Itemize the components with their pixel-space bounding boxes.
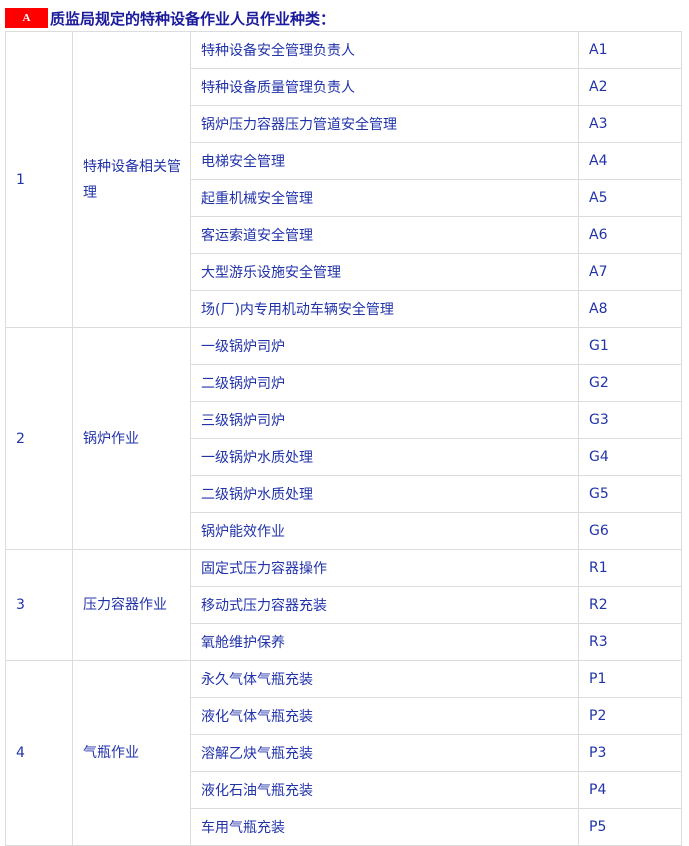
table-row: 锅炉压力容器压力管道安全管理 A3	[6, 105, 682, 143]
item-name: 固定式压力容器操作	[190, 549, 579, 587]
item-code: G5	[578, 475, 682, 513]
item-name: 液化气体气瓶充装	[190, 697, 579, 735]
group-number: 2	[5, 327, 73, 550]
item-name: 车用气瓶充装	[190, 808, 579, 846]
item-code: P3	[578, 734, 682, 772]
table-row: 特种设备质量管理负责人 A2	[6, 68, 682, 106]
section-heading: A 质监局规定的特种设备作业人员作业种类：	[5, 7, 335, 29]
group-number: 3	[5, 549, 73, 661]
item-name: 起重机械安全管理	[190, 179, 579, 217]
item-name: 氧舱维护保养	[190, 623, 579, 661]
table-row: 溶解乙炔气瓶充装 P3	[6, 734, 682, 772]
table-row: 2 锅炉作业 一级锅炉司炉 G1	[5, 327, 682, 550]
table-row: 1 特种设备相关管理 特种设备安全管理负责人 A1	[5, 31, 682, 328]
group-category: 气瓶作业	[72, 660, 191, 846]
group-category: 锅炉作业	[72, 327, 191, 550]
item-name: 电梯安全管理	[190, 142, 579, 180]
item-code: G4	[578, 438, 682, 476]
item-code: G1	[578, 327, 682, 365]
item-code: R1	[578, 549, 682, 587]
item-name: 液化石油气瓶充装	[190, 771, 579, 809]
item-code: P1	[578, 660, 682, 698]
item-code: P4	[578, 771, 682, 809]
table-row: 二级锅炉水质处理 G5	[6, 475, 682, 513]
item-code: R3	[578, 623, 682, 661]
item-name: 客运索道安全管理	[190, 216, 579, 254]
item-code: P5	[578, 808, 682, 846]
item-name: 移动式压力容器充装	[190, 586, 579, 624]
item-name: 锅炉能效作业	[190, 512, 579, 550]
item-name: 锅炉压力容器压力管道安全管理	[190, 105, 579, 143]
item-code: A7	[578, 253, 682, 291]
item-code: A5	[578, 179, 682, 217]
item-code: R2	[578, 586, 682, 624]
item-name: 二级锅炉司炉	[190, 364, 579, 402]
item-code: A4	[578, 142, 682, 180]
table-row: 场(厂)内专用机动车辆安全管理 A8	[6, 290, 682, 328]
table-row: 大型游乐设施安全管理 A7	[6, 253, 682, 291]
table-row: 4 气瓶作业 永久气体气瓶充装 P1	[5, 660, 682, 846]
table-row: 电梯安全管理 A4	[6, 142, 682, 180]
item-code: G2	[578, 364, 682, 402]
item-code: G3	[578, 401, 682, 439]
table-row: 起重机械安全管理 A5	[6, 179, 682, 217]
equipment-operator-table: 1 特种设备相关管理 特种设备安全管理负责人 A1 特种设备质量管理负责人 A2 锅炉压力容…	[5, 31, 682, 846]
table-row: 移动式压力容器充装 R2	[6, 586, 682, 624]
item-name: 一级锅炉司炉	[190, 327, 579, 365]
item-code: A3	[578, 105, 682, 143]
item-code: A8	[578, 290, 682, 328]
section-title: 质监局规定的特种设备作业人员作业种类：	[50, 9, 336, 28]
item-code: P2	[578, 697, 682, 735]
table-row: 二级锅炉司炉 G2	[6, 364, 682, 402]
table-row: 氧舱维护保养 R3	[6, 623, 682, 661]
table-row: 锅炉能效作业 G6	[6, 512, 682, 550]
item-name: 二级锅炉水质处理	[190, 475, 579, 513]
item-name: 大型游乐设施安全管理	[190, 253, 579, 291]
table-row: 液化气体气瓶充装 P2	[6, 697, 682, 735]
group-category: 压力容器作业	[72, 549, 191, 661]
item-name: 三级锅炉司炉	[190, 401, 579, 439]
table-row: 客运索道安全管理 A6	[6, 216, 682, 254]
item-name: 溶解乙炔气瓶充装	[190, 734, 579, 772]
item-name: 特种设备安全管理负责人	[190, 31, 579, 69]
item-code: A2	[578, 68, 682, 106]
item-name: 一级锅炉水质处理	[190, 438, 579, 476]
table-row: 三级锅炉司炉 G3	[6, 401, 682, 439]
item-name: 特种设备质量管理负责人	[190, 68, 579, 106]
group-number: 1	[5, 31, 73, 328]
group-category: 特种设备相关管理	[72, 31, 191, 328]
section-badge: A	[5, 8, 48, 28]
item-code: A1	[578, 31, 682, 69]
item-code: G6	[578, 512, 682, 550]
item-name: 永久气体气瓶充装	[190, 660, 579, 698]
table-row: 液化石油气瓶充装 P4	[6, 771, 682, 809]
table-row: 3 压力容器作业 固定式压力容器操作 R1	[5, 549, 682, 661]
item-code: A6	[578, 216, 682, 254]
group-number: 4	[5, 660, 73, 846]
item-name: 场(厂)内专用机动车辆安全管理	[190, 290, 579, 328]
